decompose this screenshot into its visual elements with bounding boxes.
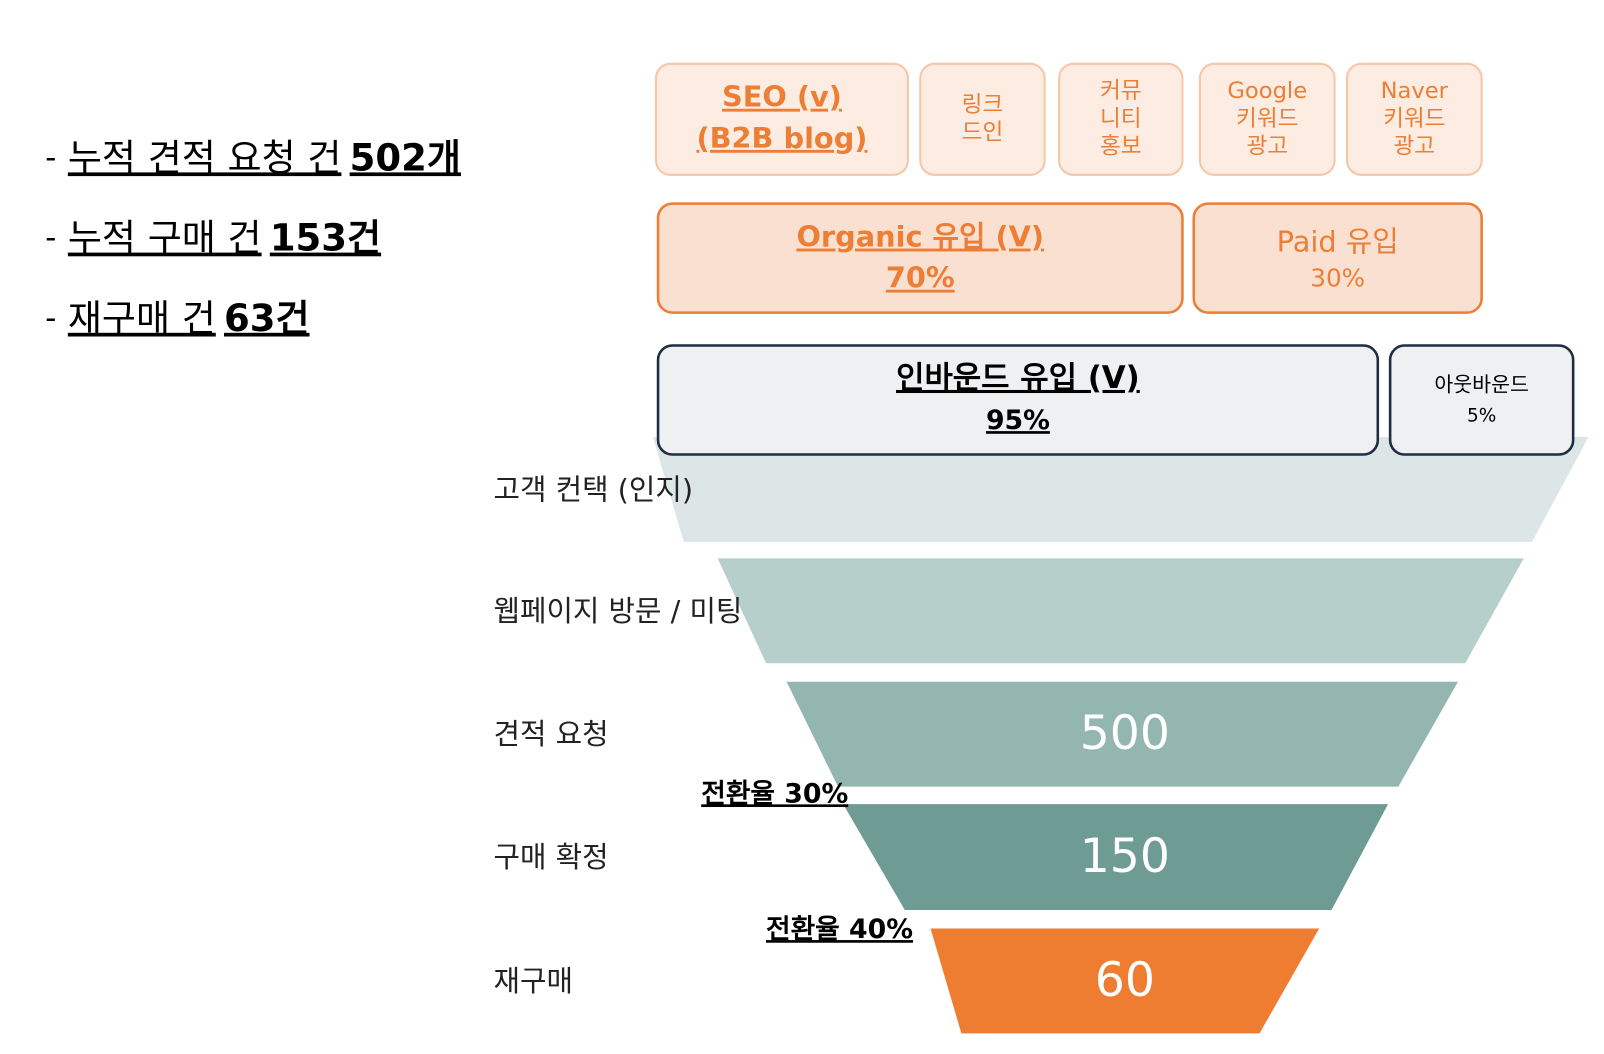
channel-label: Naver bbox=[1381, 78, 1449, 104]
stage-label: 웹페이지 방문 / 미팅 bbox=[494, 594, 743, 628]
channel-label: 키워드 bbox=[1236, 106, 1298, 132]
channel-label: 광고 bbox=[1246, 134, 1288, 160]
stage-label: 견적 요청 bbox=[494, 717, 609, 751]
stage-value: 150 bbox=[1080, 829, 1170, 884]
traffic-share: 70% bbox=[886, 261, 955, 295]
traffic-share: 30% bbox=[1310, 264, 1365, 293]
summary-count: 502개 bbox=[350, 136, 461, 179]
summary-count: 153건 bbox=[270, 216, 381, 259]
inflow-label: 아웃바운드 bbox=[1434, 373, 1529, 397]
traffic-label: Organic 유입 (V) bbox=[796, 220, 1044, 254]
funnel-stage bbox=[717, 558, 1524, 664]
summary-line: 누적 구매 건 153건 bbox=[68, 216, 381, 259]
channel-label: (B2B blog) bbox=[696, 121, 867, 155]
channel-box bbox=[654, 62, 909, 176]
channel-box bbox=[1058, 62, 1184, 176]
summary-line: 누적 견적 요청 건 502개 bbox=[68, 136, 461, 179]
channel-label: 니티 bbox=[1100, 106, 1142, 132]
stage-value: 60 bbox=[1095, 953, 1155, 1008]
summary-count: 63건 bbox=[224, 296, 310, 339]
summary-line: 재구매 건 63건 bbox=[68, 296, 310, 339]
stage-label: 재구매 bbox=[494, 964, 573, 998]
stage-label: 고객 컨택 (인지) bbox=[494, 473, 694, 507]
funnel-stage bbox=[652, 437, 1589, 542]
conversion-rate: 전환율 30% bbox=[701, 778, 848, 809]
inflow-label: 인바운드 유입 (V) bbox=[896, 360, 1140, 396]
inflow-box bbox=[1388, 344, 1575, 456]
stage-label: 구매 확정 bbox=[494, 840, 609, 874]
traffic-box bbox=[656, 202, 1184, 314]
channel-label: 링크 bbox=[962, 92, 1004, 118]
channel-label: 광고 bbox=[1393, 134, 1435, 160]
bullet: - bbox=[45, 300, 56, 336]
traffic-box bbox=[1192, 202, 1483, 314]
bullet: - bbox=[45, 220, 56, 256]
traffic-label: Paid 유입 bbox=[1277, 225, 1399, 259]
inflow-share: 5% bbox=[1467, 405, 1496, 426]
channel-label: 드인 bbox=[962, 120, 1004, 146]
inflow-box bbox=[656, 344, 1380, 456]
stage-value: 500 bbox=[1080, 706, 1170, 761]
channel-label: 홍보 bbox=[1100, 134, 1142, 160]
funnel-stage bbox=[930, 928, 1320, 1034]
channel-label: SEO (v) bbox=[722, 80, 842, 114]
channel-label: Google bbox=[1227, 78, 1307, 104]
summary-label: 누적 구매 건 bbox=[68, 216, 262, 259]
conversion-rate: 전환율 40% bbox=[766, 914, 913, 945]
summary-label: 재구매 건 bbox=[68, 296, 216, 339]
bullet: - bbox=[45, 140, 56, 176]
summary-label: 누적 견적 요청 건 bbox=[68, 136, 342, 179]
channel-label: 키워드 bbox=[1383, 106, 1445, 132]
funnel-stage bbox=[843, 804, 1389, 911]
channel-box bbox=[1345, 62, 1483, 176]
channel-label: 커뮤 bbox=[1100, 78, 1142, 104]
funnel-stage bbox=[786, 681, 1458, 787]
channel-box bbox=[919, 62, 1046, 176]
inflow-share: 95% bbox=[986, 405, 1050, 436]
channel-box bbox=[1198, 62, 1336, 176]
